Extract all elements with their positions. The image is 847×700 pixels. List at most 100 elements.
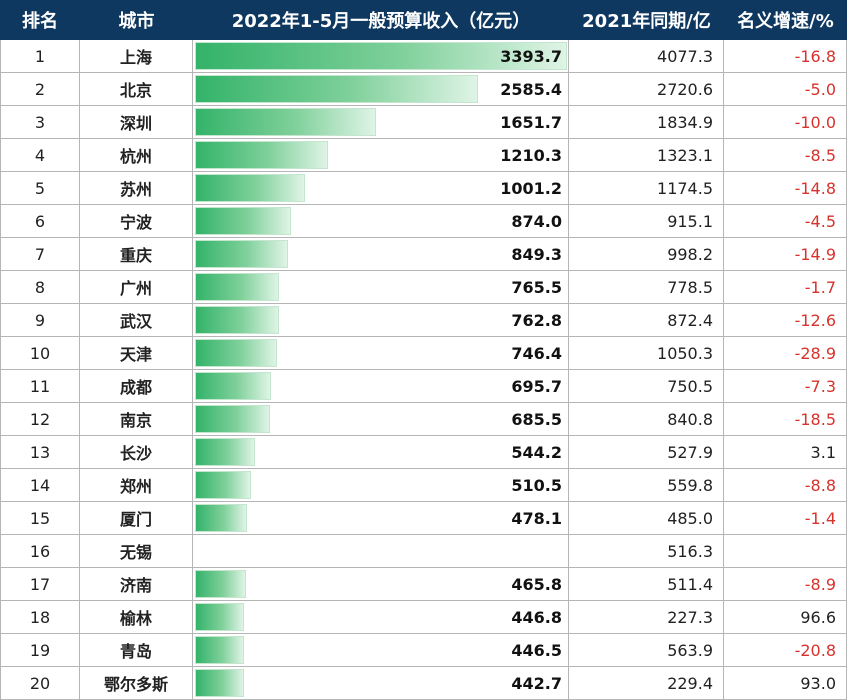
rank-cell: 3 [0,106,80,138]
city-cell: 榆林 [80,601,193,633]
revenue-2022-label: 762.8 [511,310,562,330]
revenue-2022-cell: 544.2 [193,436,569,468]
revenue-bar [195,42,567,70]
revenue-2022-cell: 695.7 [193,370,569,402]
growth-cell: 93.0 [724,667,847,699]
table-row: 5 苏州 1001.2 1174.5 -14.8 [0,172,847,205]
rank-cell: 10 [0,337,80,369]
rank-cell: 6 [0,205,80,237]
growth-cell: -5.0 [724,73,847,105]
city-cell: 武汉 [80,304,193,336]
city-cell: 苏州 [80,172,193,204]
revenue-2021-cell: 516.3 [569,535,724,567]
revenue-2021-cell: 227.3 [569,601,724,633]
revenue-2022-label: 1001.2 [500,178,562,198]
revenue-2021-cell: 840.8 [569,403,724,435]
revenue-2022-cell [193,535,569,567]
table-row: 13 长沙 544.2 527.9 3.1 [0,436,847,469]
table-row: 15 厦门 478.1 485.0 -1.4 [0,502,847,535]
growth-cell: -14.9 [724,238,847,270]
table-row: 12 南京 685.5 840.8 -18.5 [0,403,847,436]
header-city: 城市 [80,0,193,40]
revenue-2022-label: 1210.3 [500,145,562,165]
table-row: 6 宁波 874.0 915.1 -4.5 [0,205,847,238]
growth-cell: -10.0 [724,106,847,138]
growth-cell: -8.8 [724,469,847,501]
revenue-bar [195,306,279,334]
rank-cell: 15 [0,502,80,534]
growth-cell: -8.9 [724,568,847,600]
revenue-2021-cell: 750.5 [569,370,724,402]
rank-cell: 4 [0,139,80,171]
city-cell: 杭州 [80,139,193,171]
city-cell: 宁波 [80,205,193,237]
growth-cell: -16.8 [724,40,847,72]
revenue-2022-cell: 478.1 [193,502,569,534]
revenue-2022-cell: 442.7 [193,667,569,699]
revenue-2021-cell: 998.2 [569,238,724,270]
revenue-2022-cell: 2585.4 [193,73,569,105]
revenue-2021-cell: 1174.5 [569,172,724,204]
rank-cell: 20 [0,667,80,699]
revenue-2022-label: 442.7 [511,673,562,693]
revenue-bar [195,603,244,631]
city-cell: 北京 [80,73,193,105]
growth-cell: -20.8 [724,634,847,666]
revenue-2021-cell: 915.1 [569,205,724,237]
city-cell: 成都 [80,370,193,402]
revenue-bar [195,75,479,103]
city-cell: 天津 [80,337,193,369]
growth-cell [724,535,847,567]
revenue-2022-label: 510.5 [511,475,562,495]
revenue-bar [195,471,251,499]
header-rank: 排名 [0,0,80,40]
city-cell: 广州 [80,271,193,303]
revenue-2022-label: 2585.4 [500,79,562,99]
revenue-2022-cell: 3393.7 [193,40,569,72]
header-revenue-2021: 2021年同期/亿 [569,0,724,40]
city-cell: 重庆 [80,238,193,270]
city-cell: 无锡 [80,535,193,567]
revenue-2022-cell: 510.5 [193,469,569,501]
revenue-2022-label: 544.2 [511,442,562,462]
table-row: 4 杭州 1210.3 1323.1 -8.5 [0,139,847,172]
revenue-2022-cell: 446.5 [193,634,569,666]
table-row: 3 深圳 1651.7 1834.9 -10.0 [0,106,847,139]
rank-cell: 16 [0,535,80,567]
revenue-2022-cell: 746.4 [193,337,569,369]
table-row: 16 无锡 516.3 [0,535,847,568]
table-row: 1 上海 3393.7 4077.3 -16.8 [0,40,847,73]
revenue-2022-cell: 762.8 [193,304,569,336]
revenue-2022-cell: 1651.7 [193,106,569,138]
growth-cell: -14.8 [724,172,847,204]
revenue-2021-cell: 229.4 [569,667,724,699]
revenue-bar [195,174,305,202]
revenue-2021-cell: 563.9 [569,634,724,666]
growth-cell: -1.4 [724,502,847,534]
revenue-2022-label: 695.7 [511,376,562,396]
rank-cell: 13 [0,436,80,468]
revenue-2021-cell: 1834.9 [569,106,724,138]
rank-cell: 2 [0,73,80,105]
revenue-bar [195,405,271,433]
revenue-bar [195,669,244,697]
growth-cell: -8.5 [724,139,847,171]
table-row: 11 成都 695.7 750.5 -7.3 [0,370,847,403]
revenue-2022-label: 874.0 [511,211,562,231]
revenue-2022-cell: 849.3 [193,238,569,270]
rank-cell: 8 [0,271,80,303]
revenue-bar [195,141,328,169]
revenue-2022-label: 465.8 [511,574,562,594]
revenue-bar [195,636,244,664]
city-cell: 厦门 [80,502,193,534]
city-cell: 青岛 [80,634,193,666]
revenue-2022-cell: 1001.2 [193,172,569,204]
revenue-2021-cell: 1050.3 [569,337,724,369]
revenue-bar [195,273,279,301]
table-row: 19 青岛 446.5 563.9 -20.8 [0,634,847,667]
growth-cell: -12.6 [724,304,847,336]
growth-cell: -4.5 [724,205,847,237]
revenue-2022-cell: 765.5 [193,271,569,303]
rank-cell: 9 [0,304,80,336]
